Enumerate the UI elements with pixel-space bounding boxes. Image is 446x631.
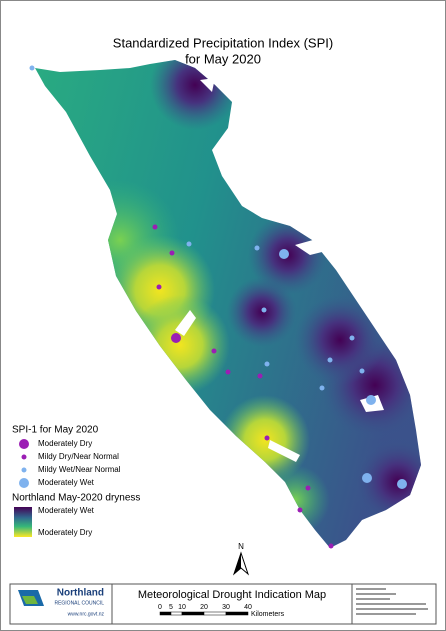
station [279, 249, 289, 259]
station [349, 335, 355, 341]
color-ramp [14, 507, 32, 537]
station [211, 348, 217, 354]
station [305, 485, 311, 491]
title: for May 2020 [185, 51, 261, 66]
water [175, 78, 384, 462]
legend-item: Moderately Dry [38, 439, 92, 448]
legend-symbol [19, 478, 29, 488]
scale-tick-label: 40 [244, 604, 252, 611]
footer-title: Meteorological Drought Indication Map [138, 589, 326, 601]
station [264, 361, 270, 367]
scale-segment [203, 611, 227, 616]
station [366, 395, 376, 405]
scale-tick-label: 20 [200, 604, 208, 611]
scale-segment [170, 611, 183, 616]
legend-title: SPI-1 for May 2020 [12, 425, 99, 436]
station [225, 369, 231, 375]
legend-item: Mildy Wet/Near Normal [38, 465, 121, 474]
station [152, 224, 158, 230]
station [264, 435, 270, 441]
legend-symbol [21, 467, 27, 473]
ramp-label: Moderately Dry [38, 528, 92, 537]
station [359, 368, 365, 374]
legend-symbol [21, 454, 27, 460]
station [397, 479, 407, 489]
station [186, 241, 192, 247]
org-url: www.nrc.govt.nz [68, 611, 105, 617]
station [257, 373, 263, 379]
station [362, 473, 372, 483]
legend-title: Northland May-2020 dryness [12, 493, 140, 504]
scale-tick-label: 0 [158, 604, 162, 611]
station [171, 333, 181, 343]
station [156, 284, 162, 290]
legend-item: Moderately Wet [38, 478, 95, 487]
org-sub: REGIONAL COUNCIL [54, 600, 104, 606]
station [29, 65, 35, 71]
station [328, 543, 334, 549]
scale-segment [159, 611, 172, 616]
org-name: Northland [57, 588, 104, 599]
title: Standardized Precipitation Index (SPI) [113, 35, 333, 50]
scale-tick-label: 30 [222, 604, 230, 611]
legend-symbol [19, 439, 29, 449]
station [319, 385, 325, 391]
station [327, 357, 333, 363]
metadata [356, 588, 428, 615]
scale-tick-label: 5 [169, 604, 173, 611]
station [261, 307, 267, 313]
footer: Northland REGIONAL COUNCIL www.nrc.govt.… [9, 583, 437, 625]
north-arrow: N [232, 542, 250, 576]
legend-item: Mildy Dry/Near Normal [38, 452, 119, 461]
scale-segment [181, 611, 205, 616]
scale-tick-label: 10 [178, 604, 186, 611]
stations [29, 65, 407, 549]
station [297, 507, 303, 513]
north-label: N [238, 542, 244, 551]
station [254, 245, 260, 251]
station [169, 250, 175, 256]
ramp-label: Moderately Wet [38, 506, 95, 515]
scale-segment [225, 611, 249, 616]
legend: SPI-1 for May 2020 Moderately Dry Mildy … [12, 425, 140, 537]
scale-unit: Kilometers [251, 611, 285, 618]
